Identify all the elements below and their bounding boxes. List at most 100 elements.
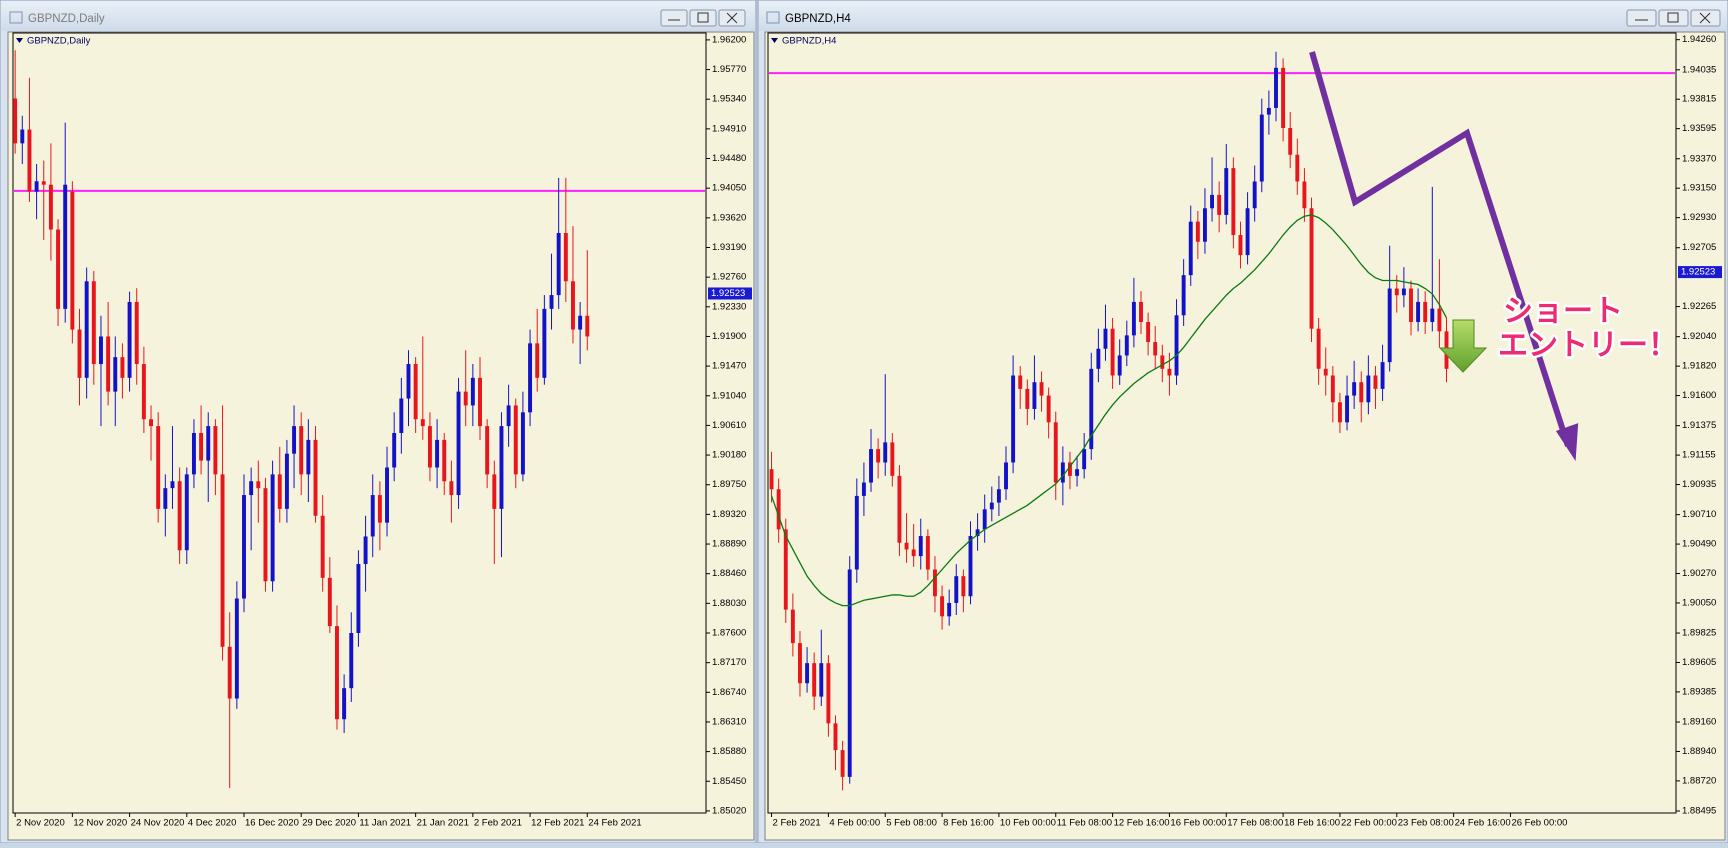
y-tick-label: 1.88720	[1682, 775, 1716, 786]
candle-body	[1202, 208, 1207, 242]
x-tick-label: 29 Dec 2020	[302, 818, 356, 829]
x-tick-label: 12 Nov 2020	[73, 818, 127, 829]
candle-body	[356, 564, 361, 633]
candle-body	[1302, 181, 1307, 209]
restore-button[interactable]	[1658, 9, 1689, 27]
window-buttons[interactable]	[660, 9, 746, 27]
restore-button[interactable]	[689, 9, 717, 27]
candle-body	[549, 295, 554, 309]
candle-body	[1430, 308, 1435, 322]
candle-body	[826, 663, 831, 724]
y-tick-label: 1.86310	[712, 716, 746, 727]
x-tick-label: 16 Dec 2020	[245, 818, 299, 829]
candle-body	[1401, 288, 1406, 296]
candle-body	[1011, 375, 1016, 463]
charts: 1.96200 1.95770 1.95340 1.94910 1.94480 1.940…	[12, 32, 1722, 829]
price-tag	[708, 287, 752, 300]
candle-body	[1224, 168, 1229, 215]
y-tick-label: 1.93190	[712, 242, 746, 253]
candle-body	[769, 469, 774, 490]
candle-body	[163, 488, 168, 509]
candle-body	[1380, 362, 1385, 389]
y-tick-label: 1.87600	[712, 628, 746, 639]
candle-body	[277, 474, 282, 509]
candle-body	[127, 301, 132, 378]
candle-body	[1117, 355, 1122, 376]
candle-body	[48, 184, 53, 230]
candle-body	[56, 229, 61, 309]
candle-body	[270, 474, 275, 582]
y-tick-label: 1.94260	[1682, 34, 1716, 45]
candle-body	[327, 577, 332, 627]
current-price: 1.92523	[711, 288, 745, 299]
candle-body	[206, 426, 211, 461]
candle-body	[890, 442, 895, 476]
plot-background	[12, 32, 707, 814]
minimize-button[interactable]	[1626, 9, 1657, 27]
x-tick-label: 8 Feb 16:00	[943, 818, 994, 829]
candle-body	[227, 646, 232, 699]
candle-body	[392, 433, 397, 468]
candle-body	[313, 439, 318, 516]
candle-body	[1160, 355, 1165, 369]
y-tick-label: 1.95770	[712, 64, 746, 75]
candle-body	[1110, 328, 1115, 376]
candle-body	[370, 495, 375, 537]
candle-body	[134, 301, 139, 365]
candle-body	[1146, 321, 1151, 343]
candle-body	[1266, 107, 1271, 115]
title-bar	[1, 1, 755, 31]
y-tick-label: 1.95340	[712, 94, 746, 105]
candle-body	[513, 405, 518, 475]
x-tick-label: 2 Feb 2021	[773, 818, 821, 829]
y-tick-label: 1.91820	[1682, 361, 1716, 372]
x-tick-label: 2 Nov 2020	[16, 818, 65, 829]
candle-body	[485, 426, 490, 475]
y-tick-label: 1.88030	[712, 598, 746, 609]
candle-body	[1352, 382, 1357, 396]
x-tick-label: 24 Feb 16:00	[1455, 818, 1511, 829]
candle-body	[91, 281, 96, 365]
candle-body	[1416, 301, 1421, 322]
y-tick-label: 1.85020	[712, 805, 746, 816]
minimize-button[interactable]	[660, 9, 688, 27]
candle-body	[933, 569, 937, 597]
window-buttons[interactable]	[1626, 9, 1721, 27]
candle-body	[520, 412, 525, 475]
candle-body	[1089, 368, 1094, 450]
candle-body	[377, 495, 382, 523]
plot-background	[767, 32, 1677, 814]
menu-triangle	[771, 38, 778, 43]
candle-body	[1295, 154, 1300, 182]
candle-body	[499, 426, 504, 509]
candle-body	[1437, 308, 1442, 332]
candle-body	[427, 426, 432, 468]
candle-body	[542, 308, 547, 378]
candle-body	[1018, 375, 1023, 389]
candle-body	[1181, 275, 1186, 316]
y-tick-label: 1.90050	[1682, 597, 1716, 608]
candle-body	[406, 364, 411, 399]
candle-body	[20, 129, 25, 144]
candle-body	[399, 398, 404, 433]
candle-body	[1423, 301, 1428, 322]
y-tick-label: 1.89320	[712, 509, 746, 520]
candle-body	[918, 536, 923, 557]
candle-body	[1238, 235, 1243, 256]
candle-body	[320, 515, 325, 578]
candle-body	[1252, 181, 1257, 209]
y-tick-label: 1.92705	[1682, 242, 1716, 253]
candle-body	[585, 315, 590, 337]
y-tick-label: 1.91375	[1682, 420, 1716, 431]
candle-body	[284, 453, 289, 509]
candle-body	[982, 509, 987, 530]
y-tick-label: 1.93595	[1682, 123, 1716, 134]
x-tick-label: 11 Feb 08:00	[1057, 818, 1112, 829]
candle-body	[342, 688, 347, 720]
annotation: エントリー！	[1498, 329, 1678, 362]
y-tick-label: 1.91900	[712, 331, 746, 342]
y-tick-label: 1.92930	[1682, 212, 1716, 223]
y-tick-label: 1.93815	[1682, 94, 1716, 105]
candle-body	[463, 391, 468, 406]
